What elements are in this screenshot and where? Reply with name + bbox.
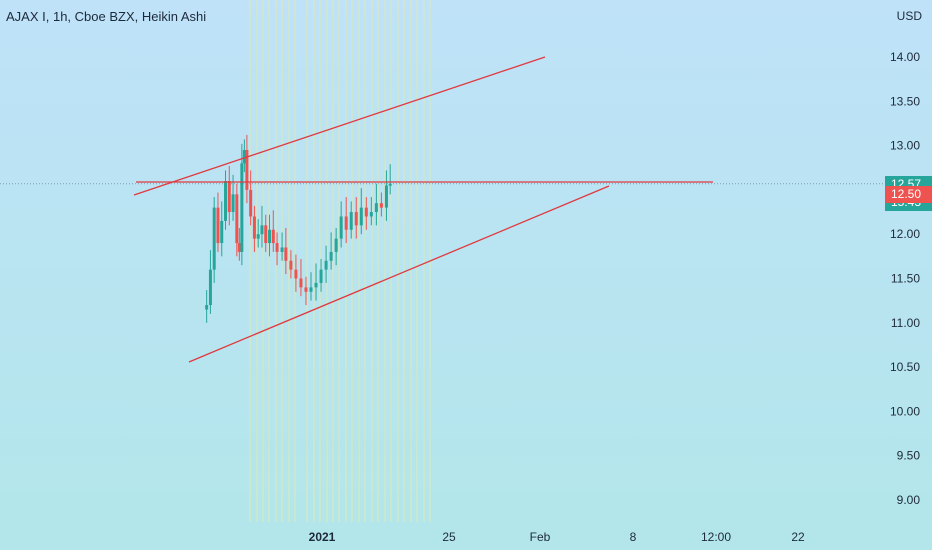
candle-body <box>216 207 220 244</box>
y-tick-label: 10.50 <box>890 360 920 374</box>
candle-body <box>354 212 358 226</box>
candle-body <box>319 269 323 283</box>
x-tick-label: 12:00 <box>701 530 731 544</box>
session-band <box>306 0 308 522</box>
candle-body <box>329 251 333 261</box>
y-tick-label: 14.00 <box>890 50 920 64</box>
session-band <box>288 0 290 522</box>
session-band <box>262 0 264 522</box>
candle-body <box>237 243 241 252</box>
open-price-tag: 12.50 <box>885 185 932 203</box>
candle-body <box>299 278 303 288</box>
candle-body <box>240 163 244 252</box>
candle-body <box>227 181 231 213</box>
candle-body <box>271 229 275 244</box>
session-band <box>256 0 258 522</box>
y-tick-label: 9.00 <box>897 493 921 507</box>
candle-body <box>231 194 235 213</box>
currency-label[interactable]: USD <box>896 9 922 23</box>
trendline-upper-channel[interactable] <box>133 56 546 196</box>
session-band <box>358 0 360 522</box>
x-tick-label: Feb <box>530 530 551 544</box>
x-tick-label: 25 <box>442 530 456 544</box>
candle-body <box>268 229 272 244</box>
y-tick-label: 10.00 <box>890 404 920 418</box>
candle-body <box>264 225 268 244</box>
candle-body <box>208 269 212 306</box>
session-band <box>249 0 251 522</box>
session-band <box>313 0 315 522</box>
session-band <box>319 0 321 522</box>
candle-body <box>256 234 260 239</box>
candle-body <box>220 220 224 244</box>
candle-body <box>344 216 348 230</box>
y-tick-label: 12.00 <box>890 227 920 241</box>
candle-body <box>304 287 308 292</box>
candle-body <box>309 287 313 292</box>
session-band <box>351 0 353 522</box>
candle-body <box>252 216 256 239</box>
trendlines[interactable] <box>133 56 713 363</box>
y-tick-label: 11.00 <box>891 316 920 330</box>
session-band <box>364 0 366 522</box>
candle-body <box>349 212 353 230</box>
candle-body <box>314 282 318 288</box>
candles <box>205 134 392 323</box>
candle-body <box>260 225 264 235</box>
candle-body <box>374 203 378 213</box>
session-band <box>410 0 412 522</box>
symbol-title[interactable]: AJAX I, 1h, Cboe BZX, Heikin Ashi <box>6 9 207 24</box>
candle-body <box>249 189 253 217</box>
candle-body <box>364 207 368 217</box>
session-band <box>390 0 392 522</box>
x-tick-label: 22 <box>791 530 805 544</box>
y-tick-label: 9.50 <box>897 449 921 463</box>
session-band <box>397 0 399 522</box>
session-band <box>281 0 283 522</box>
candle-body <box>379 203 383 208</box>
x-tick-label: 8 <box>630 530 637 544</box>
candle-body <box>324 260 328 270</box>
candle-body <box>205 305 209 310</box>
x-tick-label: 2021 <box>309 530 336 544</box>
session-band <box>275 0 277 522</box>
candle-body <box>235 194 239 244</box>
y-tick-label: 13.50 <box>890 94 920 108</box>
session-band <box>403 0 405 522</box>
candle-body <box>388 183 392 186</box>
candle-body <box>334 238 338 252</box>
candle-body <box>280 247 284 252</box>
session-band <box>294 0 296 522</box>
session-band <box>345 0 347 522</box>
session-band <box>371 0 373 522</box>
candle-body <box>384 185 388 208</box>
candle-body <box>275 243 279 252</box>
y-tick-label: 13.00 <box>890 139 920 153</box>
session-band <box>423 0 425 522</box>
candle-body <box>289 260 293 270</box>
candle-body <box>224 181 228 221</box>
session-band <box>332 0 334 522</box>
candle-body <box>369 212 373 217</box>
session-band <box>377 0 379 522</box>
session-band <box>338 0 340 522</box>
candle-body <box>242 150 246 164</box>
candle-body <box>284 247 288 261</box>
session-band <box>384 0 386 522</box>
session-band <box>268 0 270 522</box>
candle-body <box>339 216 343 239</box>
candle-body <box>359 207 363 226</box>
candle-body <box>212 207 216 270</box>
candle-body <box>245 150 249 190</box>
y-tick-label: 11.50 <box>891 272 920 286</box>
candle-body <box>294 269 298 279</box>
session-band <box>416 0 418 522</box>
time-axis[interactable]: 2021 25 Feb 8 12:00 22 <box>309 530 805 544</box>
session-bands <box>249 0 431 522</box>
trendline-lower-channel[interactable] <box>188 185 610 363</box>
